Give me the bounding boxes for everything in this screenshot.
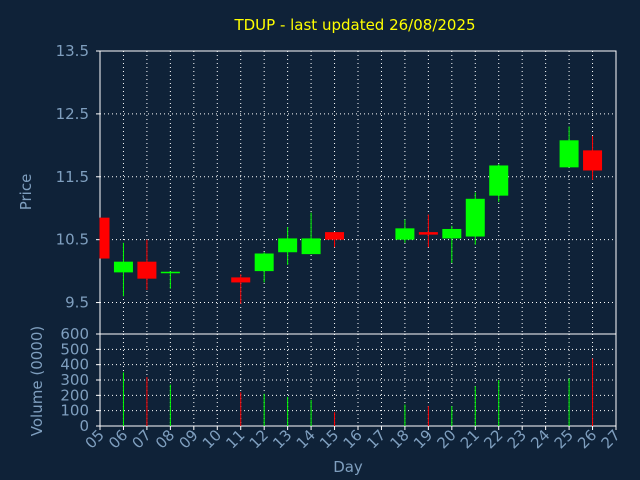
x-tick-label: 14 <box>293 426 319 452</box>
x-tick-label: 11 <box>222 426 248 452</box>
x-tick-label: 24 <box>527 426 553 452</box>
x-tick-label: 17 <box>363 426 389 452</box>
candle-body <box>559 140 579 168</box>
candle-body <box>231 277 251 283</box>
price-tick-label: 11.5 <box>56 168 89 186</box>
volume-grid <box>100 334 616 426</box>
volume-tick-label: 100 <box>60 402 89 420</box>
candle-body <box>583 150 603 171</box>
volume-tick-label: 200 <box>60 386 89 404</box>
candle-body <box>100 217 110 259</box>
price-tick-label: 13.5 <box>56 42 89 60</box>
volume-bars <box>122 358 594 426</box>
x-tick-label: 20 <box>433 426 459 452</box>
x-tick-label: 10 <box>199 426 225 452</box>
x-tick-label: 27 <box>598 426 624 452</box>
candle-body <box>254 253 274 272</box>
x-tick-label: 06 <box>105 426 131 452</box>
candle-body <box>465 198 485 237</box>
price-y-ticks: 9.5 10.5 11.5 12.5 13.5 <box>56 42 100 312</box>
x-tick-label: 13 <box>269 426 295 452</box>
candle-body <box>113 261 133 273</box>
x-tick-label: 08 <box>152 426 178 452</box>
volume-tick-label: 300 <box>60 371 89 389</box>
candle-body <box>325 232 345 240</box>
x-tick-label: 26 <box>574 426 600 452</box>
candle-body <box>278 238 298 253</box>
candle-body <box>418 232 438 235</box>
x-tick-label: 12 <box>246 426 272 452</box>
candle-body <box>489 165 509 196</box>
candles <box>99 126 603 304</box>
candle-body <box>160 271 180 274</box>
volume-panel-frame <box>99 333 617 427</box>
volume-tick-label: 0 <box>79 417 89 435</box>
x-axis-label: Day <box>333 458 363 476</box>
chart-title: TDUP - last updated 26/08/2025 <box>233 16 475 34</box>
price-grid <box>100 51 616 334</box>
x-tick-label: 09 <box>175 426 201 452</box>
candle-body <box>301 238 321 255</box>
x-tick-label: 23 <box>504 426 530 452</box>
x-tick-label: 25 <box>551 426 577 452</box>
price-axis-label: Price <box>17 174 35 211</box>
x-tick-label: 07 <box>129 426 155 452</box>
price-tick-label: 10.5 <box>56 231 89 249</box>
volume-tick-label: 600 <box>60 325 89 343</box>
candle-body <box>442 228 462 239</box>
x-tick-label: 19 <box>410 426 436 452</box>
volume-tick-label: 400 <box>60 356 89 374</box>
x-tick-label: 15 <box>316 426 342 452</box>
volume-axis-label: Volume (0000) <box>28 326 46 436</box>
candle-body <box>395 228 415 240</box>
x-tick-label: 21 <box>457 426 483 452</box>
x-tick-label: 22 <box>480 426 506 452</box>
x-tick-label: 16 <box>340 426 366 452</box>
x-ticks: 0506070809101112131415161718192021222324… <box>82 426 624 452</box>
candle-body <box>137 261 157 279</box>
volume-tick-label: 500 <box>60 340 89 358</box>
price-tick-label: 12.5 <box>56 105 89 123</box>
x-tick-label: 18 <box>387 426 413 452</box>
price-tick-label: 9.5 <box>65 294 89 312</box>
